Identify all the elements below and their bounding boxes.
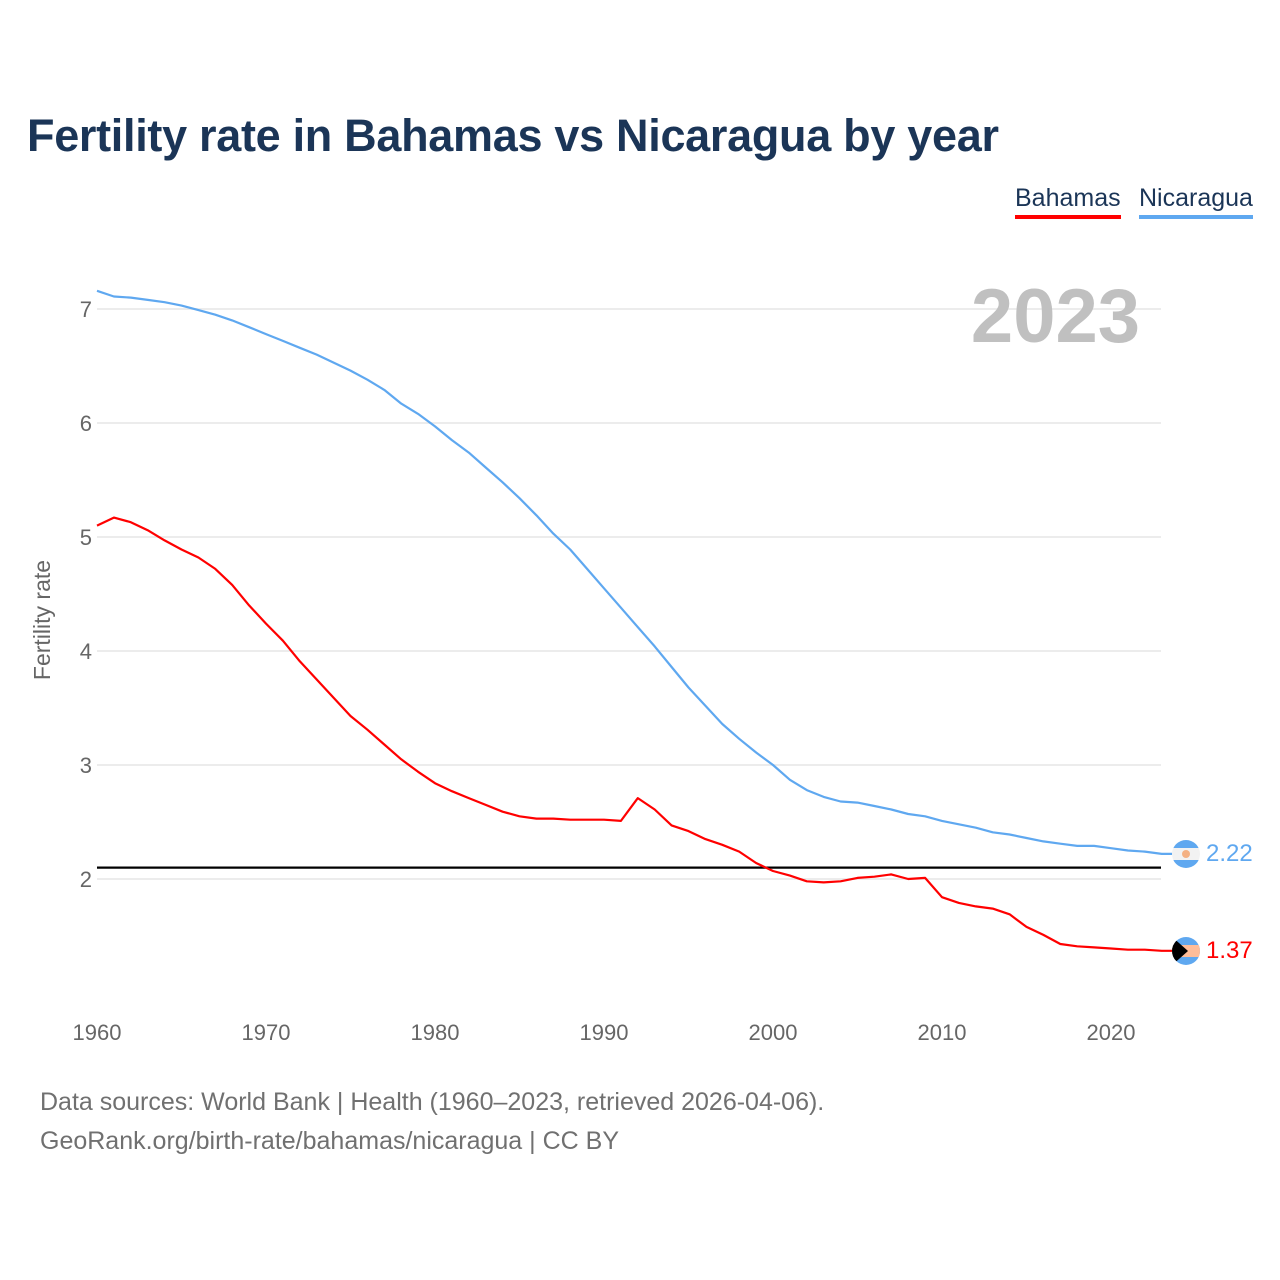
x-tick-label: 1970 bbox=[242, 1020, 291, 1045]
x-tick-label: 1960 bbox=[73, 1020, 122, 1045]
y-tick-label: 5 bbox=[80, 525, 92, 550]
x-tick-label: 2010 bbox=[918, 1020, 967, 1045]
y-tick-label: 4 bbox=[80, 639, 92, 664]
nicaragua-end-label: 2.22 bbox=[1206, 840, 1253, 867]
y-tick-label: 2 bbox=[80, 867, 92, 892]
x-tick-label: 1990 bbox=[580, 1020, 629, 1045]
series-line-bahamas bbox=[96, 516, 1172, 952]
x-tick-label: 1980 bbox=[411, 1020, 460, 1045]
y-tick-label: 6 bbox=[80, 411, 92, 436]
chart-title: Fertility rate in Bahamas vs Nicaragua b… bbox=[27, 110, 999, 161]
credit-link[interactable]: GeoRank.org/birth-rate/bahamas/nicaragua… bbox=[40, 1127, 620, 1155]
series-line-nicaragua bbox=[96, 289, 1172, 856]
x-tick-label: 2000 bbox=[749, 1020, 798, 1045]
data-source-note: Data sources: World Bank | Health (1960–… bbox=[40, 1088, 825, 1116]
bahamas-end-label: 1.37 bbox=[1206, 937, 1253, 964]
legend-item-bahamas[interactable]: Bahamas bbox=[1015, 184, 1121, 219]
y-tick-label: 3 bbox=[80, 753, 92, 778]
y-axis-label: Fertility rate bbox=[29, 560, 55, 680]
legend-item-nicaragua[interactable]: Nicaragua bbox=[1139, 184, 1253, 219]
y-tick-label: 7 bbox=[80, 297, 92, 322]
nicaragua-flag-icon bbox=[1172, 840, 1200, 868]
bahamas-flag-icon bbox=[1172, 937, 1200, 965]
x-tick-label: 2020 bbox=[1087, 1020, 1136, 1045]
year-watermark: 2023 bbox=[971, 274, 1140, 359]
